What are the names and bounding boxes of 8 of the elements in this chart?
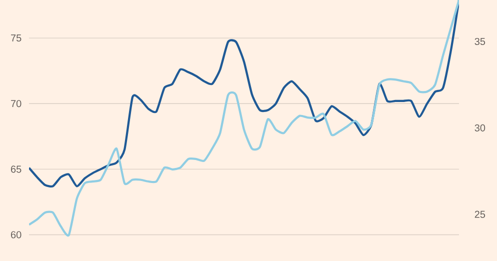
y-tick-label: 65: [11, 166, 22, 173]
line-series: [29, 0, 459, 236]
y-tick-label: 75: [11, 34, 22, 42]
y-tick-label: 70: [11, 100, 22, 108]
y2-tick-label: 25: [474, 210, 486, 218]
y-tick-label: 60: [11, 231, 22, 238]
y2-tick-label: 30: [474, 124, 486, 132]
y2-tick-label: 35: [474, 38, 486, 46]
